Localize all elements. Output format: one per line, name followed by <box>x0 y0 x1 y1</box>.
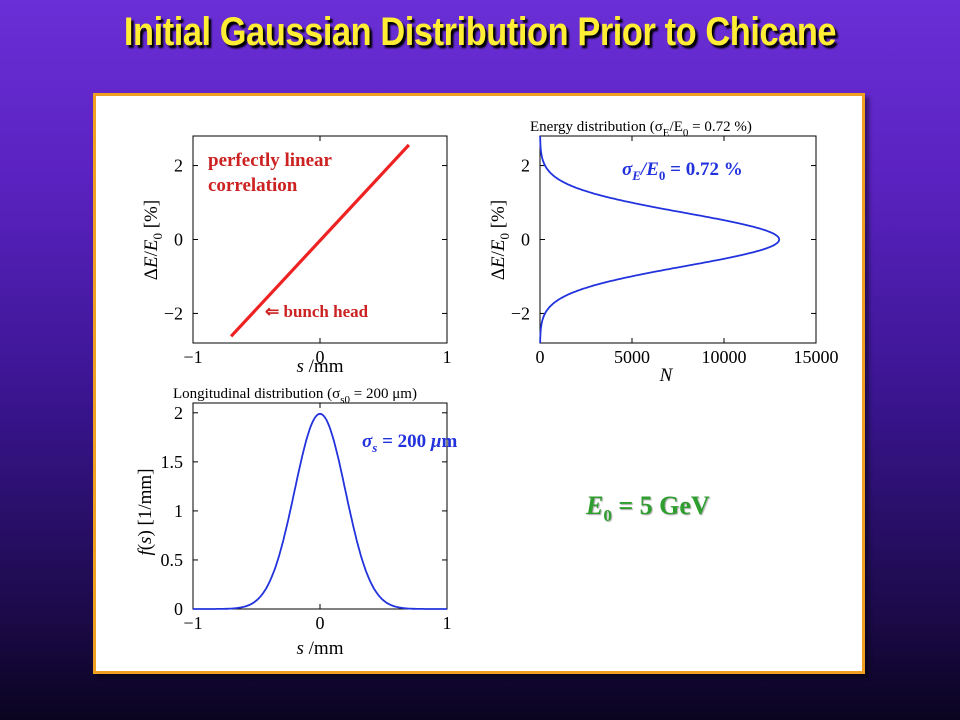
x-tick-label: 5000 <box>614 347 650 367</box>
energy-sigma-annotation: σE/E0 = 0.72 % <box>622 159 743 183</box>
energy-chart-title: Energy distribution (σE/E0 = 0.72 %) <box>530 119 752 139</box>
energy-xlabel: N <box>659 365 674 386</box>
y-tick-label: 2 <box>521 156 530 176</box>
correlation-chart: −1 0 1 2 0 −2 perfectly linear correlation ⇐… <box>141 135 452 377</box>
correlation-annotation-line1: perfectly linear <box>208 150 333 171</box>
y-tick-label: −2 <box>511 303 530 323</box>
energy-series-line <box>539 136 781 343</box>
x-tick-label: 0 <box>316 347 325 367</box>
slide-title: Initial Gaussian Distribution Prior to C… <box>123 10 837 54</box>
beam-energy-label: E0 = 5 GeV <box>585 491 710 525</box>
longitudinal-ylabel: f(s) [1/mm] <box>135 468 156 555</box>
y-tick-label: 0.5 <box>161 550 184 570</box>
x-tick-label: 0 <box>316 613 325 633</box>
correlation-series-line <box>229 143 411 338</box>
figure-panel <box>93 93 865 674</box>
x-tick-label: 15000 <box>794 347 839 367</box>
energy-chart: Energy distribution (σE/E0 = 0.72 %) 0 50… <box>488 119 839 386</box>
longitudinal-xlabel: s /mm <box>297 638 344 659</box>
energy-ylabel: ΔE/E0 [%] <box>488 200 512 280</box>
y-tick-label: 0 <box>521 230 530 250</box>
longitudinal-chart-title: Longitudinal distribution (σs0 = 200 μm) <box>173 386 417 406</box>
correlation-annotation-line2: correlation <box>208 175 298 196</box>
longitudinal-sigma-annotation: σs = 200 μm <box>362 431 457 455</box>
longitudinal-chart: Longitudinal distribution (σs0 = 200 μm)… <box>135 386 457 659</box>
y-tick-label: 2 <box>174 403 183 423</box>
y-tick-label: 1 <box>174 501 183 521</box>
x-tick-label: 0 <box>536 347 545 367</box>
correlation-xlabel: s /mm <box>297 356 344 377</box>
x-tick-label: 1 <box>443 347 452 367</box>
correlation-ylabel: ΔE/E0 [%] <box>141 200 165 280</box>
y-tick-label: 2 <box>174 156 183 176</box>
longitudinal-series-line <box>193 412 447 610</box>
y-tick-label: −2 <box>164 303 183 323</box>
bunch-head-annotation: ⇐ bunch head <box>265 302 369 321</box>
y-tick-label: 0 <box>174 230 183 250</box>
y-tick-label: 1.5 <box>161 452 184 472</box>
x-tick-label: 1 <box>443 613 452 633</box>
y-tick-label: 0 <box>174 599 183 619</box>
x-tick-label: 10000 <box>702 347 747 367</box>
x-tick-label: −1 <box>183 613 202 633</box>
x-tick-label: −1 <box>183 347 202 367</box>
